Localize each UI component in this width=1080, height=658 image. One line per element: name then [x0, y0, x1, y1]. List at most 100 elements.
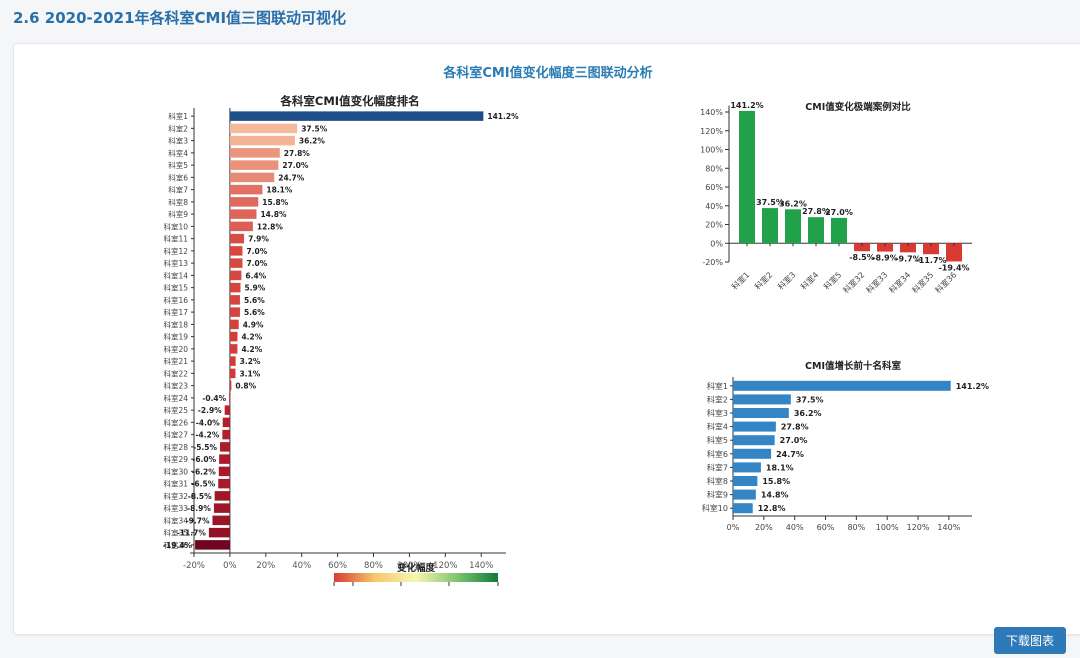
ranking-category-label: 科室36	[163, 540, 188, 550]
ranking-data-label: 24.7%	[278, 173, 305, 182]
ranking-bar	[222, 429, 230, 440]
ranking-bar	[229, 197, 259, 207]
extreme-y-tick-label: 40%	[705, 202, 723, 211]
ranking-bar	[229, 331, 238, 342]
ranking-data-label: -19.4%	[163, 541, 193, 550]
top10-data-label: 18.1%	[766, 463, 794, 472]
top10-data-label: 15.8%	[762, 477, 790, 486]
ranking-data-label: -8.5%	[188, 492, 212, 501]
ranking-data-label: 7.9%	[248, 235, 269, 244]
ranking-bar	[229, 344, 238, 354]
ranking-bar	[220, 442, 230, 452]
extreme-data-label: 27.8%	[802, 207, 830, 216]
top10-bar	[733, 476, 758, 486]
extreme-chart-title: CMI值变化极端案例对比	[805, 101, 911, 113]
ranking-data-label: -0.4%	[202, 394, 226, 403]
ranking-data-label: 6.4%	[245, 271, 266, 280]
ranking-data-label: -8.9%	[187, 504, 211, 513]
ranking-category-label: 科室7	[168, 185, 188, 195]
extreme-category-label: 科室3	[775, 270, 797, 292]
ranking-category-label: 科室3	[168, 136, 188, 146]
ranking-category-label: 科室27	[163, 430, 188, 440]
ranking-bar	[229, 111, 484, 121]
ranking-category-label: 科室16	[163, 295, 188, 305]
ranking-bar	[229, 393, 231, 403]
extreme-y-tick-label: 20%	[705, 221, 723, 230]
extreme-bar	[831, 217, 847, 244]
ranking-x-tick-label: -20%	[183, 561, 205, 571]
top10-category-label: 科室6	[707, 449, 728, 459]
ranking-category-label: 科室21	[163, 356, 188, 366]
ranking-bar	[229, 368, 236, 379]
ranking-bar	[218, 466, 230, 477]
ranking-category-label: 科室8	[168, 197, 188, 207]
ranking-bar	[214, 491, 230, 501]
top10-data-label: 14.8%	[761, 491, 789, 500]
ranking-x-tick-label: 140%	[469, 561, 493, 571]
ranking-data-label: 4.2%	[241, 333, 262, 342]
ranking-category-label: 科室5	[168, 160, 188, 170]
extreme-category-label: 科室36	[933, 270, 959, 296]
ranking-x-tick-label: 20%	[256, 561, 275, 571]
top10-category-label: 科室10	[702, 503, 728, 513]
legend-title: 变化幅度	[397, 562, 436, 574]
ranking-bar	[219, 454, 230, 464]
extreme-bar	[739, 110, 755, 244]
ranking-data-label: 3.1%	[239, 369, 260, 378]
extreme-y-tick-label: -20%	[702, 258, 723, 267]
top10-category-label: 科室4	[707, 422, 728, 432]
page-heading: 2.6 2020-2021年各科室CMI值三图联动可视化	[13, 9, 347, 27]
ranking-data-label: 141.2%	[487, 112, 519, 121]
ranking-bar	[229, 160, 279, 170]
top10-x-tick-label: 20%	[755, 523, 773, 532]
extreme-y-tick-label: 0%	[710, 239, 723, 248]
extreme-bar	[946, 243, 962, 262]
ranking-bar	[224, 405, 230, 415]
ranking-bar	[229, 172, 275, 183]
top10-data-label: 12.8%	[758, 504, 786, 513]
ranking-category-label: 科室11	[163, 234, 188, 244]
ranking-x-tick-label: 60%	[328, 561, 347, 571]
ranking-bar	[229, 123, 298, 134]
top10-bar	[733, 380, 951, 391]
top10-category-label: 科室2	[707, 394, 728, 404]
ranking-data-label: 18.1%	[266, 186, 293, 195]
ranking-category-label: 科室18	[163, 319, 188, 329]
ranking-bar	[195, 540, 230, 550]
extreme-category-label: 科室2	[752, 270, 774, 292]
ranking-bar	[229, 282, 241, 293]
ranking-category-label: 科室34	[163, 515, 188, 525]
top10-chart-title: CMI值增长前十名科室	[805, 360, 901, 372]
ranking-category-label: 科室2	[168, 123, 188, 133]
chart-card	[13, 43, 1080, 635]
extreme-y-tick-label: 60%	[705, 183, 723, 192]
ranking-data-label: -11.7%	[177, 529, 207, 538]
ranking-category-label: 科室12	[163, 246, 188, 256]
ranking-data-label: 37.5%	[301, 124, 328, 133]
ranking-bar	[229, 380, 232, 391]
ranking-data-label: 15.8%	[262, 198, 289, 207]
ranking-data-label: -4.2%	[195, 431, 219, 440]
ranking-bar	[229, 209, 257, 219]
top10-x-tick-label: 80%	[847, 523, 865, 532]
download-chart-button[interactable]: 下载图表	[994, 627, 1066, 654]
ranking-x-tick-label: 0%	[223, 561, 237, 571]
ranking-category-label: 科室24	[163, 393, 188, 403]
top10-data-label: 36.2%	[794, 409, 822, 418]
extreme-data-label: 141.2%	[730, 101, 763, 110]
extreme-bar	[762, 208, 778, 244]
top10-bar	[733, 503, 753, 514]
extreme-category-label: 科室4	[798, 270, 820, 292]
ranking-data-label: 5.9%	[244, 284, 265, 293]
top10-category-label: 科室9	[707, 490, 728, 500]
top10-bar	[733, 435, 775, 446]
extreme-category-label: 科室34	[887, 270, 913, 296]
ranking-category-label: 科室19	[163, 332, 188, 342]
top10-x-tick-label: 0%	[727, 523, 740, 532]
extreme-bar	[808, 217, 824, 244]
top10-x-tick-label: 40%	[786, 523, 804, 532]
ranking-bar	[229, 221, 253, 232]
ranking-data-label: 5.6%	[244, 296, 265, 305]
ranking-data-label: -6.0%	[192, 455, 216, 464]
